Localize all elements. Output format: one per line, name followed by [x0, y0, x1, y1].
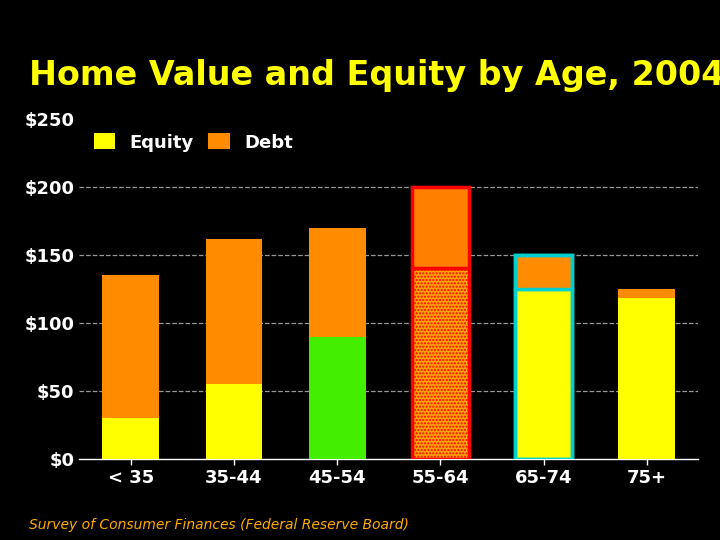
Bar	[412, 187, 469, 268]
Bar	[309, 336, 366, 459]
Bar	[206, 384, 262, 459]
Text: Home Value and Equity by Age, 2004: Home Value and Equity by Age, 2004	[29, 59, 720, 92]
Bar	[516, 255, 572, 289]
Bar	[618, 289, 675, 299]
Bar	[516, 255, 572, 459]
Legend: Equity, Debt: Equity, Debt	[89, 128, 299, 157]
Text: Survey of Consumer Finances (Federal Reserve Board): Survey of Consumer Finances (Federal Res…	[29, 518, 409, 532]
Bar	[102, 275, 159, 418]
Bar	[206, 239, 262, 384]
Bar	[618, 299, 675, 459]
Bar	[412, 268, 469, 459]
Bar	[102, 418, 159, 459]
Bar	[309, 228, 366, 336]
Bar	[516, 289, 572, 459]
